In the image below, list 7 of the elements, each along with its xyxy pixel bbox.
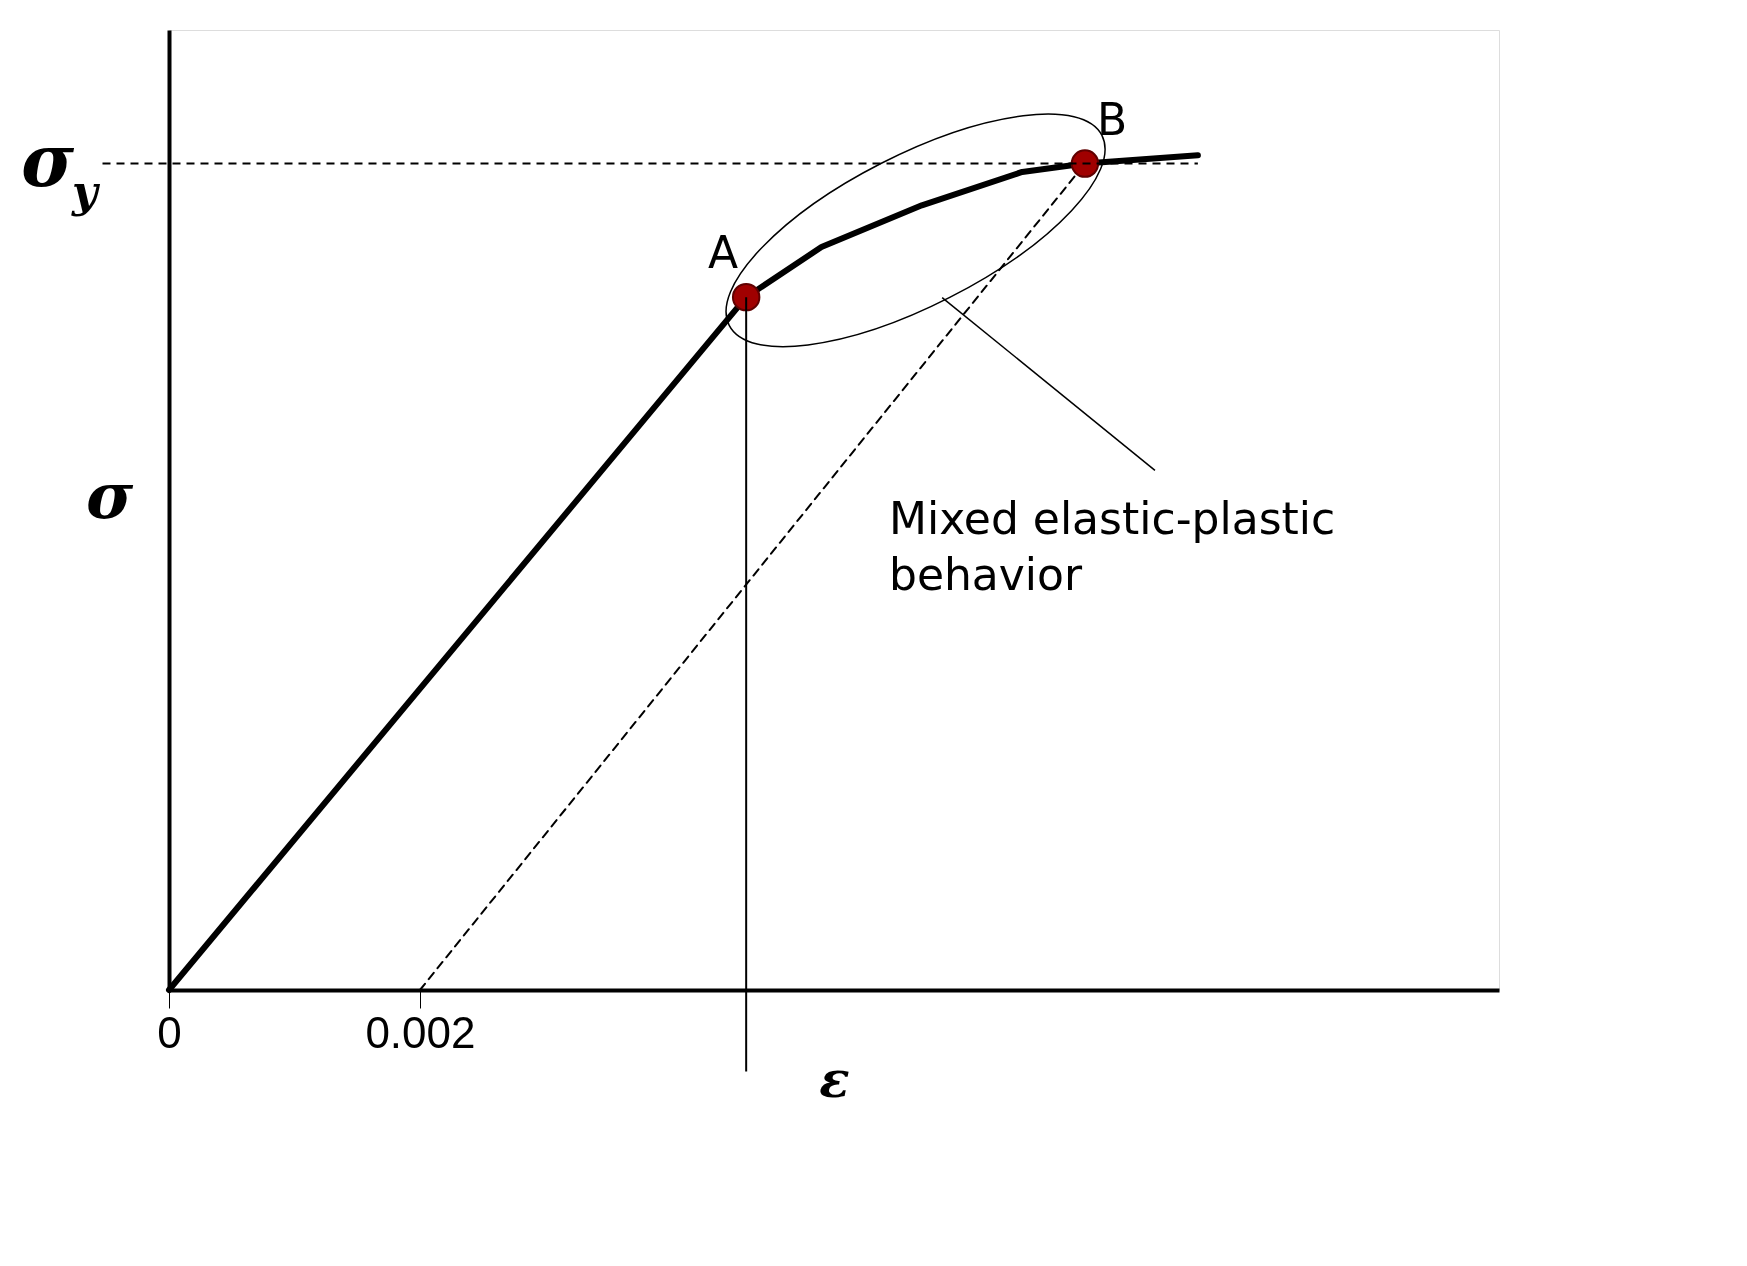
x-tick-label: 0.002 [365, 1007, 476, 1057]
y-axis-title: σ [85, 457, 134, 533]
annotation: A [708, 227, 739, 279]
annotation: B [1096, 93, 1128, 145]
x-axis-title: ε [819, 1049, 850, 1109]
annotation: Mixed elastic-plastic behavior [888, 493, 1336, 601]
x-tick-label: 0 [157, 1007, 182, 1057]
